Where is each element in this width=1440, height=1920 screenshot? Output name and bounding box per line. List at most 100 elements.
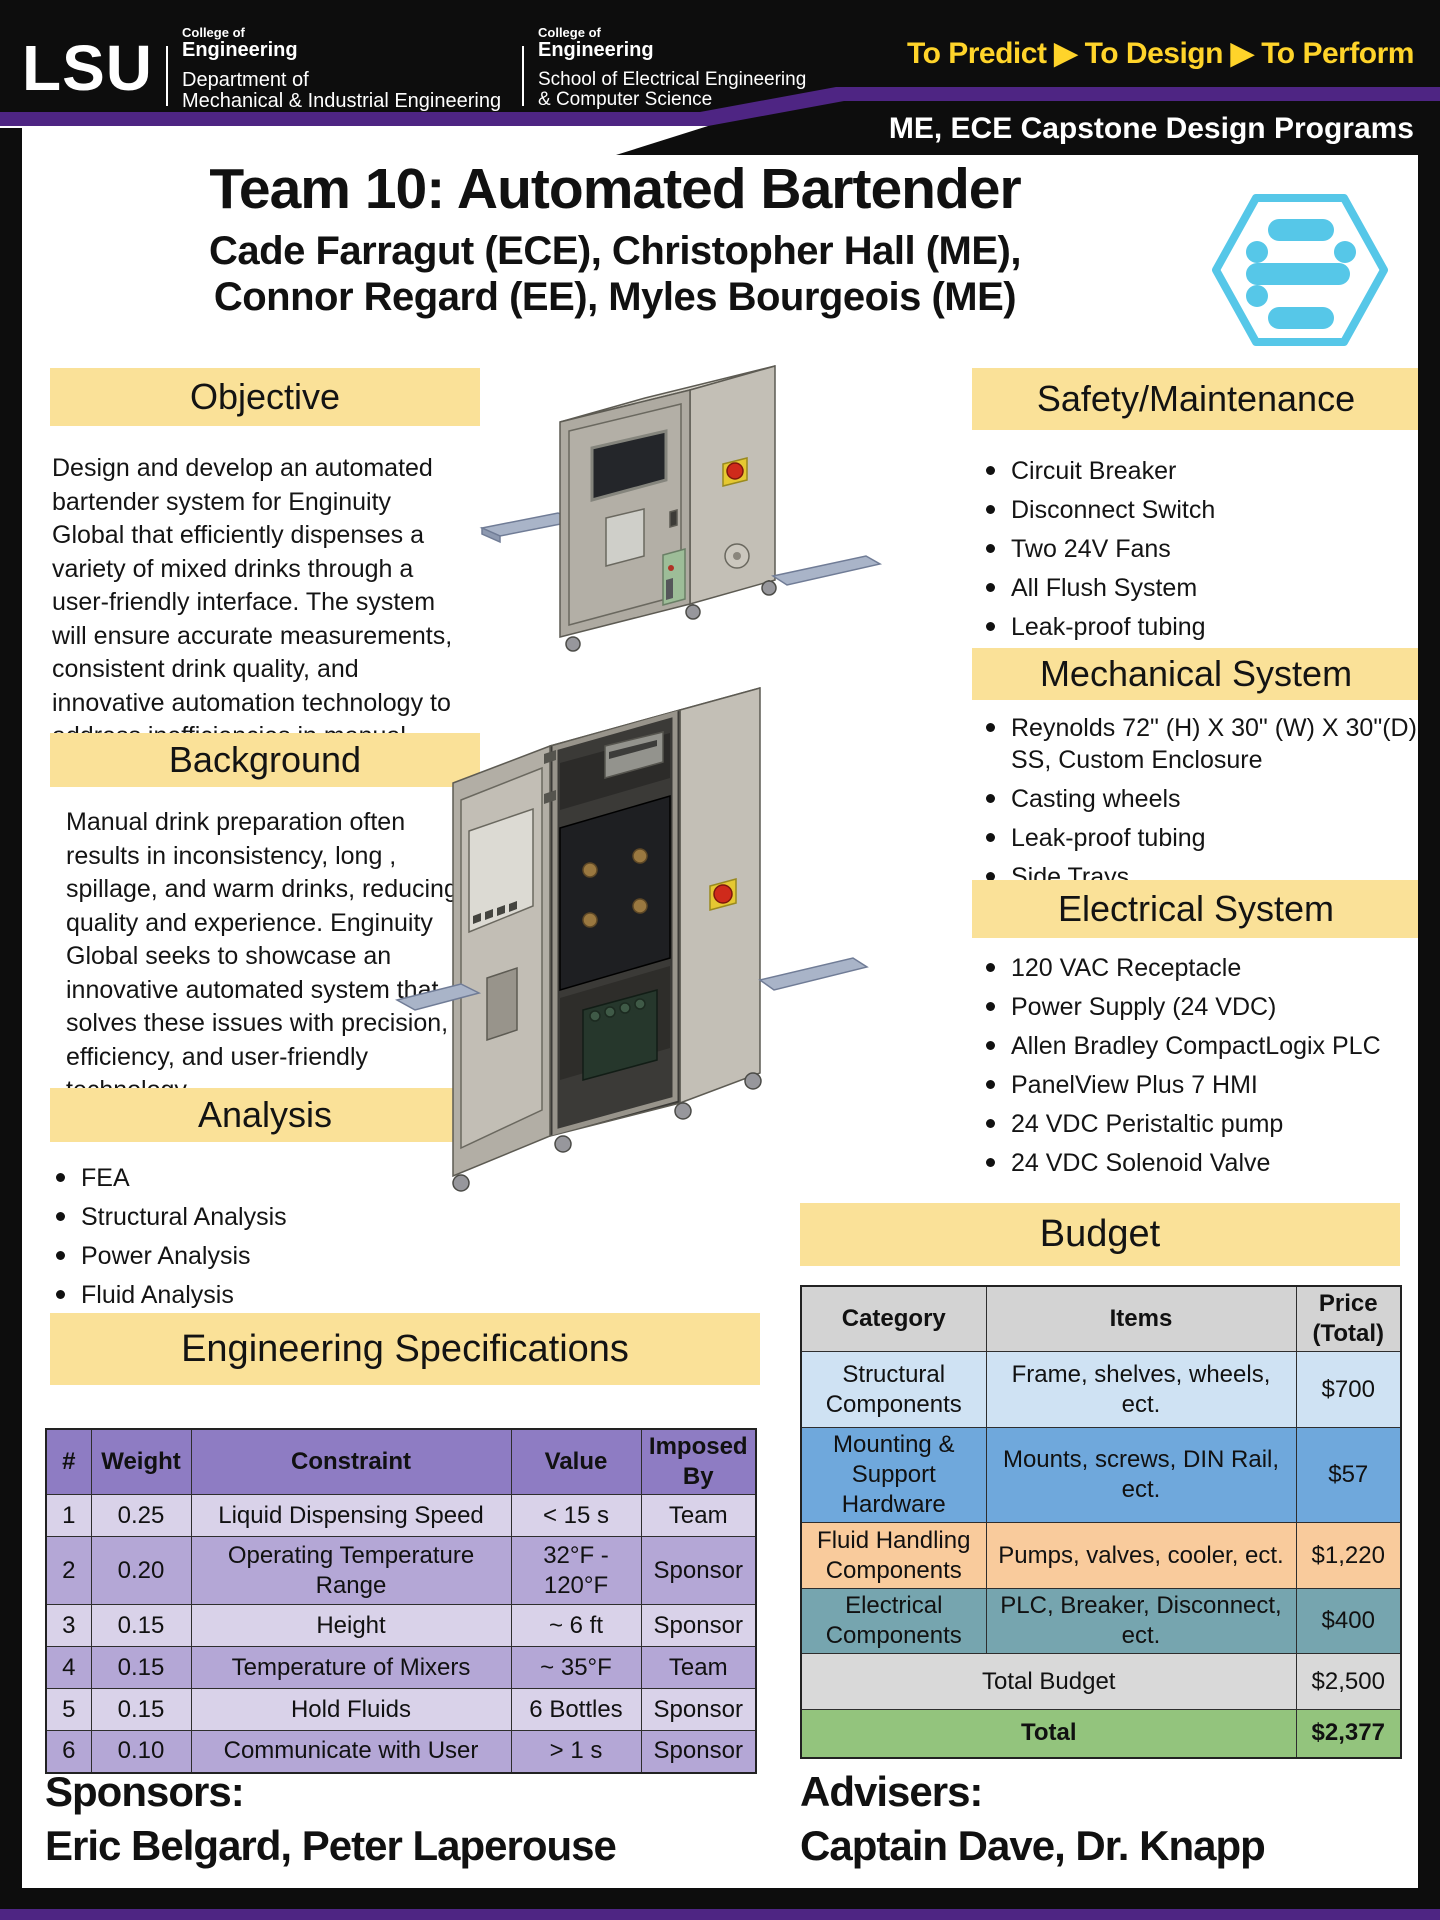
safety-maintenance-title: Safety/Maintenance: [1036, 378, 1356, 419]
school-line-2: & Computer Science: [538, 89, 713, 111]
department-me-block: College of Engineering Department of Mec…: [182, 25, 512, 113]
budget-col-category: Category: [800, 1285, 987, 1352]
dept-line-1: Department of: [182, 68, 309, 91]
advisers-label: Advisers:: [800, 1768, 983, 1815]
bullet-icon: [56, 1251, 65, 1260]
list-item: Power Supply (24 VDC): [980, 991, 1425, 1023]
header-divider-1: [166, 46, 168, 106]
budget-col-price: Price (Total): [1295, 1285, 1402, 1352]
safety-maintenance-header: Safety/Maintenance: [972, 368, 1420, 430]
bullet-icon: [986, 1041, 995, 1050]
lsu-logo: LSU: [22, 32, 153, 104]
engineering-label: Engineering: [538, 39, 654, 62]
sponsors-label: Sponsors:: [45, 1768, 245, 1815]
bullet-icon: [986, 544, 995, 553]
engineering-label: Engineering: [182, 39, 298, 62]
list-item: Allen Bradley CompactLogix PLC: [980, 1030, 1425, 1062]
bullet-icon: [986, 794, 995, 803]
cad-render-open-cabinet: [395, 687, 869, 1192]
enginuity-hexagon-logo-icon: [1212, 194, 1388, 346]
advisers-names: Captain Dave, Dr. Knapp: [800, 1822, 1266, 1869]
mechanical-system-title: Mechanical System: [1039, 653, 1353, 694]
mechanical-bullet-list: Reynolds 72" (H) X 30" (W) X 30"(D) SS, …: [980, 712, 1425, 900]
poster-bottom-bar: [0, 1888, 1440, 1909]
background-title: Background: [168, 739, 362, 780]
bullet-icon: [56, 1173, 65, 1182]
list-item: All Flush System: [980, 572, 1420, 604]
bullet-icon: [986, 622, 995, 631]
spec-col-constraint: Constraint: [190, 1428, 512, 1495]
mechanical-system-header: Mechanical System: [972, 648, 1420, 700]
members-line-2: Connor Regard (EE), Myles Bourgeois (ME): [213, 274, 1017, 319]
spec-row-3: 3 0.15 Height ~ 6 ft Sponsor: [45, 1604, 757, 1647]
list-item: 24 VDC Peristaltic pump: [980, 1108, 1425, 1140]
members-line-1: Cade Farragut (ECE), Christopher Hall (M…: [209, 228, 1021, 273]
poster-bottom-purple-stripe: [0, 1909, 1440, 1920]
budget-header: Budget: [800, 1203, 1400, 1266]
list-item: Circuit Breaker: [980, 455, 1420, 487]
list-item: Fluid Analysis: [50, 1279, 470, 1311]
bullet-icon: [986, 505, 995, 514]
poster-title: Team 10: Automated Bartender: [209, 157, 1021, 221]
electrical-system-header: Electrical System: [972, 880, 1420, 938]
department-ece-block: College of Engineering School of Electri…: [538, 25, 868, 111]
background-text: Manual drink preparation often results i…: [66, 808, 458, 1104]
bullet-icon: [986, 1002, 995, 1011]
spec-row-4: 4 0.15 Temperature of Mixers ~ 35°F Team: [45, 1646, 757, 1689]
budget-row-mounting: Mounting & Support Hardware Mounts, scre…: [800, 1427, 1402, 1523]
bullet-icon: [56, 1290, 65, 1299]
budget-col-items: Items: [985, 1285, 1297, 1352]
spec-col-number: #: [45, 1428, 92, 1495]
bullet-icon: [986, 1080, 995, 1089]
header-banner: LSU College of Engineering Department of…: [0, 0, 1440, 155]
analysis-section-header: Analysis: [50, 1088, 480, 1142]
objective-title: Objective: [189, 376, 341, 417]
budget-row-structural: Structural Components Frame, shelves, wh…: [800, 1351, 1402, 1428]
bullet-icon: [986, 1119, 995, 1128]
engineering-specifications-table: # Weight Constraint Value Imposed By 1 0.…: [45, 1428, 757, 1774]
header-divider-2: [522, 46, 524, 106]
team-members: Cade Farragut (ECE), Christopher Hall (M…: [30, 228, 1200, 320]
list-item: Reynolds 72" (H) X 30" (W) X 30"(D) SS, …: [980, 712, 1425, 776]
bullet-icon: [986, 466, 995, 475]
budget-row-total-budget: Total Budget $2,500: [800, 1653, 1402, 1710]
spec-col-value: Value: [510, 1428, 642, 1495]
list-item: PanelView Plus 7 HMI: [980, 1069, 1425, 1101]
budget-header-row: Category Items Price (Total): [800, 1285, 1402, 1352]
list-item: 120 VAC Receptacle: [980, 952, 1425, 984]
spec-table-header-row: # Weight Constraint Value Imposed By: [45, 1428, 757, 1495]
objective-section-header: Objective: [50, 368, 480, 426]
bullet-icon: [56, 1212, 65, 1221]
spec-row-6: 6 0.10 Communicate with User > 1 s Sponsor: [45, 1730, 757, 1773]
background-section-header: Background: [50, 733, 480, 787]
list-item: Casting wheels: [980, 783, 1425, 815]
budget-table: Category Items Price (Total) Structural …: [800, 1285, 1402, 1759]
bullet-icon: [986, 583, 995, 592]
electrical-bullet-list: 120 VAC Receptacle Power Supply (24 VDC)…: [980, 952, 1425, 1186]
list-item: 24 VDC Solenoid Valve: [980, 1147, 1425, 1179]
engineering-specifications-header: Engineering Specifications: [50, 1313, 760, 1385]
bullet-icon: [986, 1158, 995, 1167]
spec-row-1: 1 0.25 Liquid Dispensing Speed < 15 s Team: [45, 1494, 757, 1537]
list-item: Disconnect Switch: [980, 494, 1420, 526]
spec-col-imposed-by: Imposed By: [640, 1428, 757, 1495]
poster-right-border: [1418, 155, 1440, 1920]
budget-row-electrical: Electrical Components PLC, Breaker, Disc…: [800, 1588, 1402, 1654]
spec-row-5: 5 0.15 Hold Fluids 6 Bottles Sponsor: [45, 1688, 757, 1731]
budget-row-total: Total $2,377: [800, 1709, 1402, 1758]
electrical-system-title: Electrical System: [1057, 888, 1335, 929]
list-item: Two 24V Fans: [980, 533, 1420, 565]
college-of-label: College of: [538, 25, 601, 40]
budget-title: Budget: [1039, 1213, 1161, 1255]
list-item: Structural Analysis: [50, 1201, 470, 1233]
poster-left-border: [0, 128, 22, 1920]
list-item: Leak-proof tubing: [980, 822, 1425, 854]
bullet-icon: [986, 833, 995, 842]
bullet-icon: [986, 963, 995, 972]
spec-col-weight: Weight: [90, 1428, 192, 1495]
header-background-shapes: [0, 0, 1440, 155]
objective-text: Design and develop an automated bartende…: [52, 454, 453, 784]
dept-line-2: Mechanical & Industrial Engineering: [182, 90, 502, 113]
cad-render-closed-cabinet: [479, 365, 883, 652]
capstone-program-label: ME, ECE Capstone Design Programs: [888, 112, 1414, 145]
